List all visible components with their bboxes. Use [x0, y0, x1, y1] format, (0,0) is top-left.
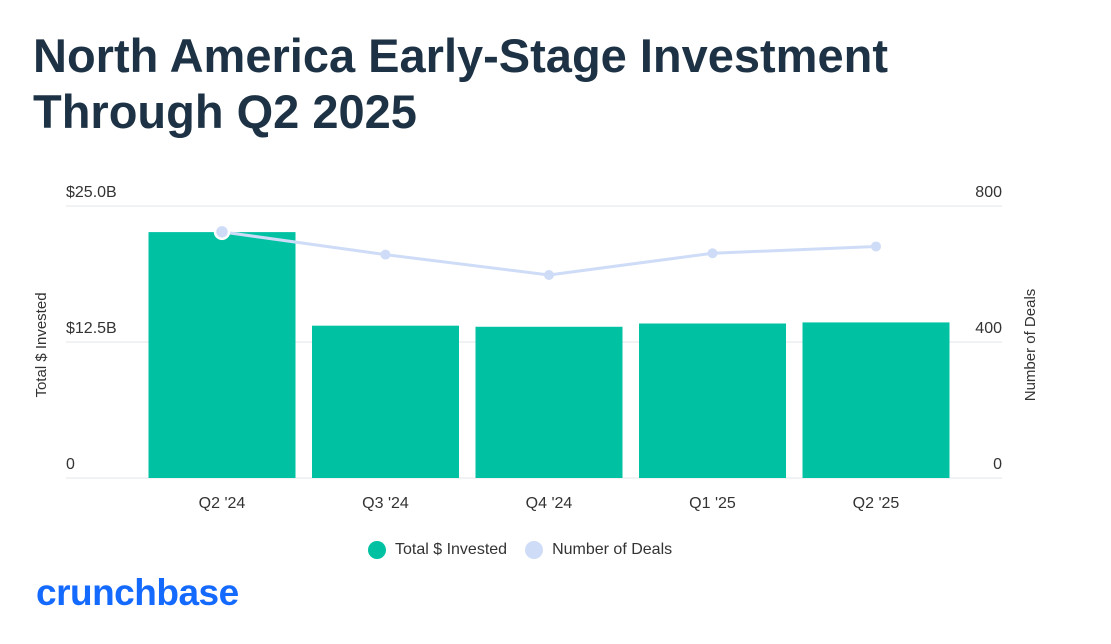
legend-item-total-invested[interactable]: Total $ Invested [368, 541, 507, 559]
bar-0 [148, 232, 296, 478]
deals-point-1 [380, 249, 391, 260]
crunchbase-logo[interactable]: crunchbase [36, 572, 239, 613]
chart-title-line-1: North America Early-Stage Investment [33, 29, 888, 82]
deals-point-4 [871, 241, 881, 252]
x-tick-label-3: Q1 '25 [689, 495, 736, 512]
legend-label-total-invested: Total $ Invested [395, 541, 508, 558]
legend-label-number-of-deals: Number of Deals [552, 541, 673, 558]
deals-point-3 [707, 248, 718, 259]
x-tick-label-2: Q4 '24 [526, 495, 573, 512]
y-tick-label-right-0: 0 [993, 456, 1002, 473]
bar-2 [475, 326, 623, 478]
chart-legend: Total $ Invested Number of Deals [368, 541, 672, 559]
chart-title: North America Early-Stage Investment Thr… [33, 28, 1073, 140]
y-tick-label-right-1: 400 [975, 320, 1002, 337]
deals-line [221, 230, 877, 277]
y-tick-label-left-1: $12.5B [66, 320, 117, 337]
y-axis-title-right: Number of Deals [1022, 289, 1039, 402]
y-tick-label-left-2: $25.0B [66, 184, 117, 201]
bar-1 [312, 325, 459, 478]
deals-point-2 [544, 270, 554, 281]
deals-point-0 [213, 223, 231, 241]
chart-title-line-2: Through Q2 2025 [33, 85, 417, 138]
legend-item-number-of-deals[interactable]: Number of Deals [525, 541, 672, 559]
y-tick-label-right-2: 800 [975, 184, 1002, 201]
bar-4 [802, 322, 950, 478]
x-tick-label-4: Q2 '25 [853, 495, 900, 512]
y-axis-title-left: Total $ Invested [33, 292, 50, 397]
legend-swatch-total-invested [368, 541, 386, 559]
bar-3 [639, 323, 786, 478]
legend-swatch-number-of-deals [525, 541, 544, 559]
x-tick-label-0: Q2 '24 [199, 495, 246, 512]
x-tick-label-1: Q3 '24 [362, 495, 409, 512]
y-tick-label-left-0: 0 [66, 456, 75, 473]
